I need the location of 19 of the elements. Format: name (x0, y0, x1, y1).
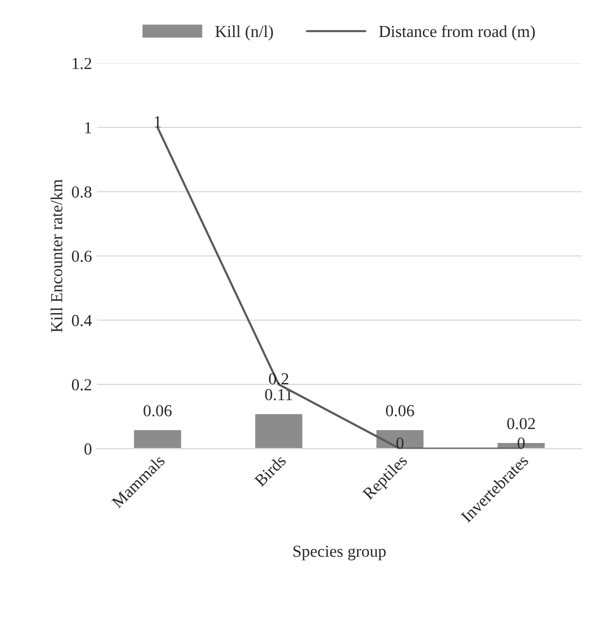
data-label: 0 (396, 437, 404, 449)
bar (254, 412, 304, 449)
data-label: 0.06 (386, 405, 414, 416)
y-tick-label: 0.4 (72, 314, 92, 326)
y-tick-label: 0.2 (72, 379, 92, 390)
y-tick-label: 0.6 (72, 250, 92, 262)
y-tick-label: 1.2 (72, 58, 92, 70)
y-tick-label: 0.8 (72, 186, 92, 198)
legend-label: Distance from road (m) (379, 25, 535, 40)
data-label: 0.11 (265, 389, 292, 400)
legend-label: Kill (n/l) (215, 25, 273, 40)
y-tick-label: 1 (85, 122, 92, 134)
data-label: 0.06 (144, 405, 172, 416)
x-axis-title: Species group (293, 546, 386, 560)
data-label: 0.02 (507, 418, 535, 430)
y-axis-title: Kill Encounter rate/km (50, 179, 62, 332)
data-label: 1 (154, 116, 161, 128)
y-tick-label: 0 (84, 443, 92, 455)
bar (132, 428, 182, 449)
